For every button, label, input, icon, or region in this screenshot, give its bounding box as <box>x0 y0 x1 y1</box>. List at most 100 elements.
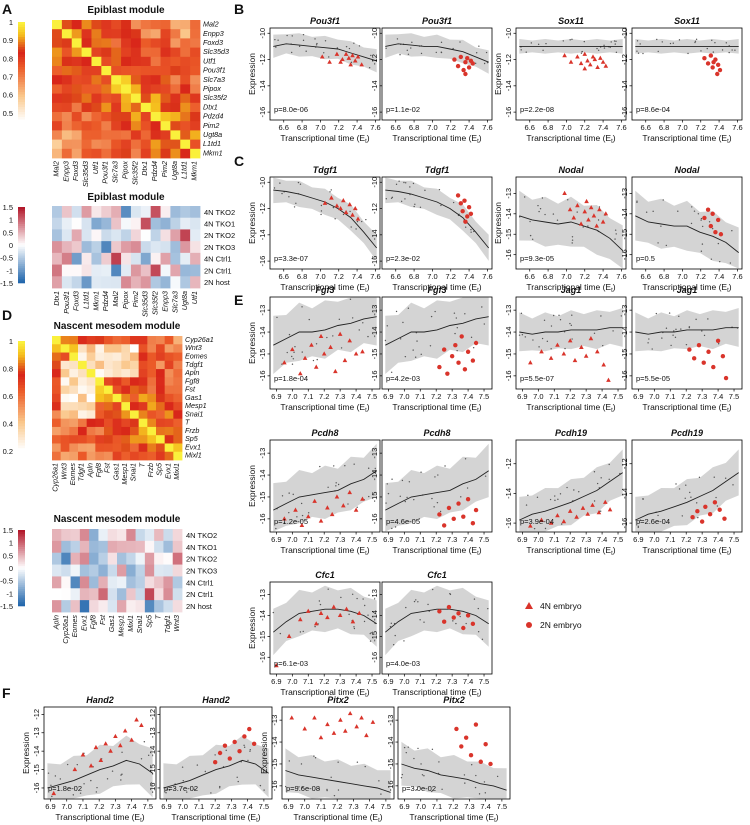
y-tick-label: -14 <box>504 208 513 219</box>
colorbar-segment <box>18 267 25 270</box>
colorbar-segment <box>18 281 25 284</box>
x-tick-label: 7.6 <box>370 123 380 132</box>
colorbar-segment <box>18 558 25 561</box>
heatmap-cell <box>91 139 102 150</box>
background-point <box>687 52 689 55</box>
heatmap-cell <box>170 38 181 48</box>
background-point <box>402 321 404 324</box>
background-point <box>714 42 716 44</box>
heatmap-cell <box>150 29 161 39</box>
colorbar-segment <box>18 62 25 65</box>
x-axis-label-close: ) <box>367 402 370 412</box>
heatmap-cell <box>160 217 171 230</box>
background-point <box>689 491 691 494</box>
heatmap-cell <box>69 385 79 395</box>
y-tick-label: -16 <box>258 256 267 267</box>
data-point-4n <box>360 496 365 501</box>
heatmap-cell <box>78 344 88 353</box>
heatmap-cell <box>95 451 105 461</box>
heatmap-cell <box>147 435 157 444</box>
heatmap-cell <box>60 393 70 403</box>
background-point <box>214 754 216 756</box>
background-point <box>529 234 532 237</box>
colorbar-segment <box>18 277 25 280</box>
background-point <box>210 792 212 794</box>
heatmap-cell <box>164 369 174 378</box>
background-point <box>368 594 370 596</box>
heatmap-cell <box>101 20 112 30</box>
x-axis-label-text: Transcriptional time (E <box>526 133 611 143</box>
x-tick-label: 7.2 <box>681 535 691 544</box>
heatmap-cell <box>160 84 171 94</box>
heatmap-cell <box>163 576 174 589</box>
data-point-2n <box>453 342 458 348</box>
x-tick-label: 6.8 <box>543 123 553 132</box>
background-point <box>313 755 315 757</box>
background-point <box>330 776 332 778</box>
background-point <box>483 323 486 325</box>
heatmap-cell <box>170 102 181 113</box>
background-point <box>249 748 251 751</box>
colorbar-segment <box>18 119 25 123</box>
x-tick-label: 7.4 <box>597 392 607 401</box>
x-axis-label-sub: t <box>727 408 729 414</box>
x-tick-label: 7.4 <box>352 272 362 281</box>
heatmap-cell <box>126 552 136 565</box>
x-tick-label: 7.5 <box>497 802 507 811</box>
heatmap-col-label: Foxd3 <box>72 291 81 311</box>
heatmap-cell <box>147 336 157 345</box>
x-tick-label: 7.0 <box>427 272 437 281</box>
legend-marker-2n <box>526 622 532 628</box>
heatmap-cell <box>52 344 62 353</box>
x-tick-label: 7.0 <box>287 535 297 544</box>
x-tick-label: 7.3 <box>335 392 345 401</box>
data-point-2n <box>470 61 475 66</box>
colorbar-segment <box>18 235 25 238</box>
heatmap-cell <box>86 410 96 420</box>
data-point-4n <box>88 763 94 768</box>
heatmap-cell <box>180 276 191 289</box>
background-point <box>417 747 419 750</box>
heatmap-cell <box>69 426 79 436</box>
background-point <box>415 599 417 601</box>
background-point <box>731 49 733 51</box>
heatmap-cell <box>160 66 171 76</box>
heatmap-cell <box>71 93 82 104</box>
x-tick-label: 7.5 <box>367 677 377 686</box>
heatmap-cell <box>170 112 181 122</box>
heatmap-cell <box>172 588 183 601</box>
trend-line <box>519 472 623 521</box>
heatmap-cell <box>170 20 181 30</box>
x-tick-label: 6.9 <box>383 535 393 544</box>
y-tick-label: -16 <box>620 249 629 260</box>
heatmap-cell <box>170 229 181 242</box>
heatmap-cell <box>130 112 142 122</box>
data-point-4n <box>595 349 600 354</box>
data-point-4n <box>341 198 346 203</box>
colorbar-segment <box>18 415 25 419</box>
colorbar-segment <box>18 212 25 215</box>
heatmap-cell <box>160 148 171 159</box>
heatmap-cell <box>101 217 112 230</box>
heatmap-cell <box>70 600 81 613</box>
colorbar-segment <box>18 54 25 58</box>
data-point-2n <box>251 741 257 746</box>
heatmap-cell <box>101 264 112 277</box>
data-point-4n <box>113 733 118 739</box>
background-point <box>350 61 353 64</box>
background-point <box>698 476 701 479</box>
background-point <box>419 206 422 208</box>
background-point <box>703 334 706 337</box>
background-point <box>370 54 372 57</box>
x-tick-label: 7.5 <box>479 677 489 686</box>
heatmap-cell <box>190 112 201 122</box>
y-tick-label: -15 <box>258 631 267 642</box>
background-point <box>54 775 57 777</box>
heatmap-cell <box>52 540 62 554</box>
p-value: p=1.8e-02 <box>48 784 82 793</box>
background-point <box>602 344 604 347</box>
heatmap-cell <box>81 75 92 85</box>
colorbar-segment <box>18 82 25 85</box>
